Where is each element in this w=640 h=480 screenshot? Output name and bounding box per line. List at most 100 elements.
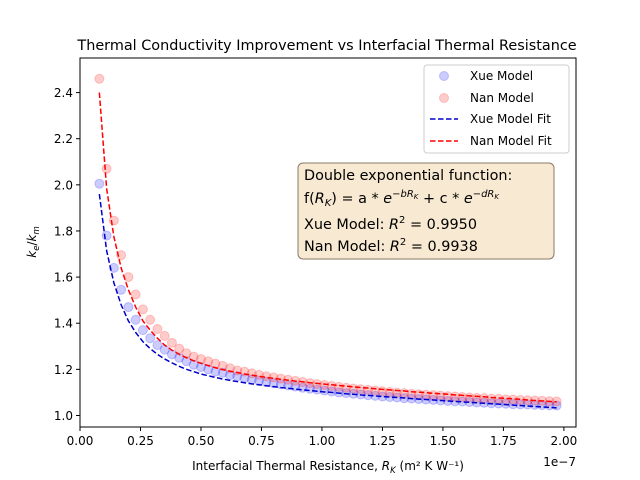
point-xue-model-56: [500, 398, 511, 409]
y-axis-ticks: 1.0 1.2 1.4 1.6 1.8 2.0 2.2 2.4: [54, 86, 80, 423]
legend-box: [423, 64, 570, 154]
y-axis-label-slash: /: [25, 241, 39, 246]
legend-label-xue-fit: Xue Model Fit: [470, 112, 551, 126]
point-xue-model-14: [195, 362, 206, 373]
scatter-layer: [94, 73, 562, 411]
annotation-line-2: f(RK) = a * e−bRK + c * e−dRK: [304, 189, 500, 209]
point-xue-model-31: [319, 385, 330, 396]
annotation-line-4: Nan Model: R2 = 0.9938: [304, 237, 478, 255]
point-xue-model-15: [203, 364, 214, 375]
y-tick-label-3: 1.6: [54, 271, 73, 285]
point-nan-model-5: [130, 289, 141, 300]
x-tick-label-4: 1.00: [309, 434, 336, 448]
line-nan-model-fit: [98, 92, 557, 403]
x-axis-label-units: (m² K W⁻¹): [396, 459, 464, 473]
annotation-f: f(: [304, 191, 315, 207]
point-nan-model-18: [225, 363, 236, 374]
point-xue-model-32: [326, 386, 337, 397]
annotation-nan-val: = 0.9938: [406, 239, 478, 255]
x-tick-label-0: 0.00: [67, 434, 94, 448]
x-axis-ticks: 0.00 0.25 0.50 0.75 1.00 1.25 1.50 1.75 2.00: [67, 427, 578, 448]
point-xue-model-24: [268, 378, 279, 389]
point-xue-model-5: [130, 314, 141, 325]
legend-label-nan-fit: Nan Model Fit: [470, 134, 552, 148]
x-axis-label: Interfacial Thermal Resistance, RK (m² K…: [192, 459, 464, 476]
y-axis-label-e: e: [32, 246, 42, 251]
point-nan-model-6: [137, 304, 148, 315]
y-tick-label-6: 2.2: [54, 132, 73, 146]
y-tick-label-5: 2.0: [54, 178, 73, 192]
x-tick-label-7: 1.75: [490, 434, 517, 448]
chart-title: Thermal Conductivity Improvement vs Inte…: [76, 38, 576, 54]
point-nan-model-0: [94, 73, 105, 84]
y-tick-label-1: 1.2: [54, 363, 73, 377]
y-axis-label-k2: k: [25, 234, 39, 242]
x-tick-label-2: 0.50: [188, 434, 215, 448]
point-xue-model-8: [152, 340, 163, 351]
point-nan-model-9: [159, 330, 170, 341]
annotation-plus: + c *: [418, 191, 463, 207]
y-tick-label-4: 1.8: [54, 224, 73, 238]
point-xue-model-11: [174, 352, 185, 363]
annotation-r-sub: K: [325, 198, 333, 209]
point-xue-model-1: [101, 230, 112, 241]
annotation-exp1: −bR: [392, 189, 414, 200]
y-tick-label-0: 1.0: [54, 409, 73, 423]
x-tick-label-6: 1.50: [430, 434, 457, 448]
legend-marker-xue: [439, 71, 449, 81]
annotation-r: R: [315, 191, 325, 207]
y-tick-label-7: 2.4: [54, 86, 73, 100]
x-axis-offset-label: 1e−7: [543, 455, 576, 469]
x-tick-label-1: 0.25: [127, 434, 154, 448]
y-tick-label-2: 1.4: [54, 317, 73, 331]
point-xue-model-7: [145, 333, 156, 344]
x-tick-label-5: 1.25: [369, 434, 396, 448]
point-nan-model-3: [116, 250, 127, 261]
point-xue-model-0: [94, 178, 105, 189]
annotation-line-1: Double exponential function:: [304, 168, 512, 184]
point-nan-model-10: [166, 337, 177, 348]
y-axis-label-m: m: [32, 226, 42, 234]
y-axis-label: ke/km: [25, 226, 42, 257]
annotation-xue-val: = 0.9950: [405, 217, 477, 233]
legend-label-nan: Nan Model: [470, 91, 534, 105]
annotation-line-3: Xue Model: R2 = 0.9950: [304, 215, 477, 233]
point-xue-model-12: [181, 356, 192, 367]
annotation-nan-text: Nan Model:: [304, 239, 390, 255]
fit-lines-layer: [98, 92, 557, 409]
legend: Xue Model Nan Model Xue Model Fit Nan Mo…: [423, 64, 570, 154]
point-xue-model-26: [283, 380, 294, 391]
line-xue-model-fit: [98, 193, 557, 409]
annotation-e1: e: [383, 191, 392, 207]
annotation-background: [297, 162, 555, 260]
point-xue-model-30: [312, 384, 323, 395]
point-xue-model-19: [232, 371, 243, 382]
point-xue-model-23: [261, 377, 272, 388]
point-nan-model-8: [152, 323, 163, 334]
annotation-nan-r: R: [390, 239, 400, 255]
legend-label-xue: Xue Model: [470, 69, 533, 83]
annotation-exp1-sub: K: [414, 193, 420, 201]
point-xue-model-6: [137, 325, 148, 336]
annotation-nan-sq: 2: [400, 237, 406, 248]
annotation-e2: e: [464, 191, 473, 207]
point-xue-model-58: [515, 399, 526, 410]
annotation-exp2: −dR: [473, 189, 495, 200]
x-axis-label-sub: K: [390, 466, 397, 476]
annotation-xue-text: Xue Model:: [304, 217, 389, 233]
x-axis-label-var: R: [382, 459, 390, 473]
x-tick-label-3: 0.75: [248, 434, 275, 448]
point-nan-model-1: [101, 163, 112, 174]
legend-marker-nan: [439, 93, 449, 103]
x-axis-label-prefix: Interfacial Thermal Resistance,: [192, 459, 382, 473]
point-nan-model-31: [319, 380, 330, 391]
point-nan-model-7: [145, 314, 156, 325]
x-tick-label-8: 2.00: [551, 434, 578, 448]
annotation-eq: ) = a *: [331, 191, 383, 207]
annotation-xue-sq: 2: [399, 215, 405, 226]
point-nan-model-11: [174, 343, 185, 354]
annotation-box: Double exponential function: f(RK) = a *…: [297, 162, 555, 260]
plot-frame: [79, 57, 577, 428]
point-nan-model-4: [123, 272, 134, 283]
